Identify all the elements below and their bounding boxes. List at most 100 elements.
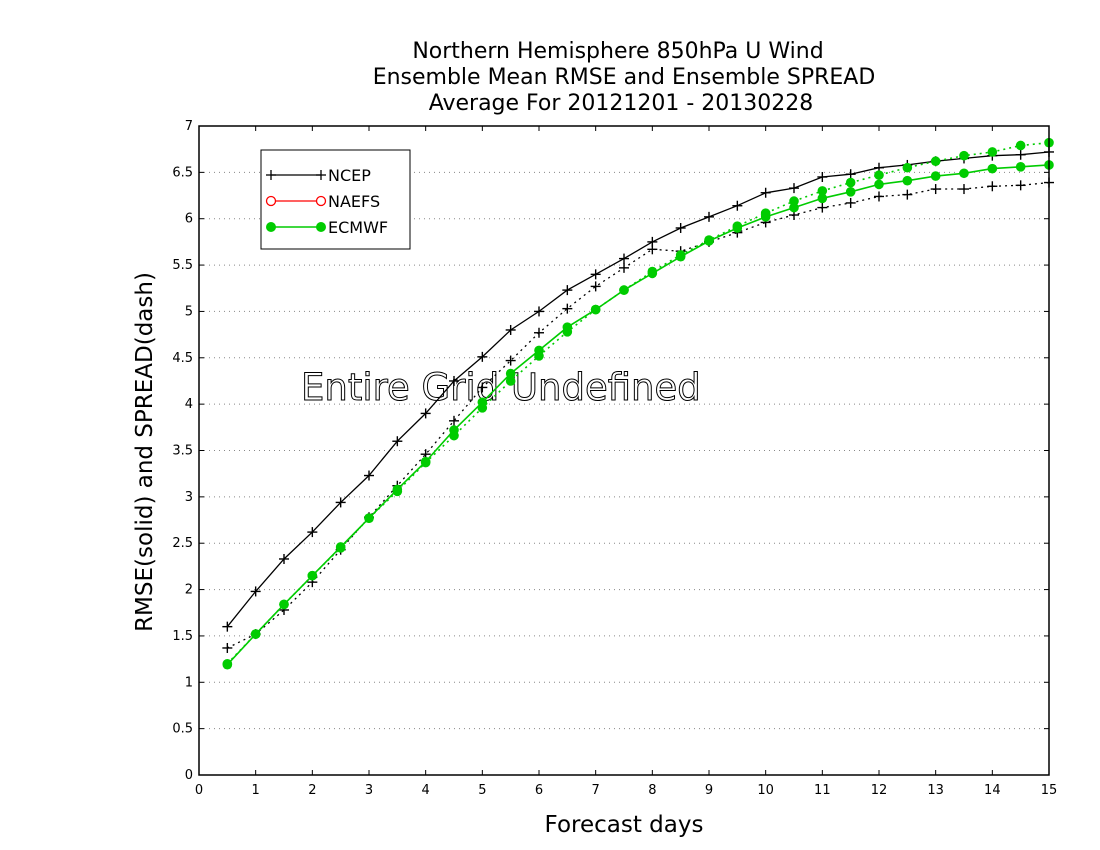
point-ecmwf-spread <box>874 170 884 180</box>
x-tick-label: 11 <box>814 783 831 798</box>
point-ncep-spread <box>959 184 969 195</box>
point-ecmwf-spread <box>902 162 913 173</box>
point-ecmwf-rmse <box>845 187 856 197</box>
chart-title-line-3: Average For 20121201 - 20130228 <box>429 91 814 116</box>
point-ecmwf-spread <box>675 250 686 260</box>
point-ncep-spread <box>902 189 913 200</box>
point-ecmwf-spread <box>704 235 714 245</box>
point-ecmwf-rmse <box>987 163 998 174</box>
x-tick-label: 2 <box>308 783 316 798</box>
legend-label-ncep: NCEP <box>328 166 371 185</box>
point-ecmwf-spread <box>307 570 318 581</box>
gridlines <box>199 171 1049 730</box>
legend-marker-ecmwf-icon <box>266 222 326 232</box>
legend-label-naefs: NAEFS <box>328 192 380 211</box>
y-tick-label: 2.5 <box>172 536 193 551</box>
point-ncep-spread <box>845 197 856 208</box>
point-ncep-rmse <box>845 169 856 180</box>
y-tick-label: 7 <box>185 119 193 134</box>
x-tick-label: 14 <box>984 783 1001 798</box>
point-ecmwf-spread <box>590 304 601 315</box>
point-ecmwf-spread <box>534 351 544 361</box>
x-tick-label: 8 <box>648 783 656 798</box>
chart-title-line-2: Ensemble Mean RMSE and Ensemble SPREAD <box>373 65 876 90</box>
y-tick-label: 5.5 <box>172 258 193 273</box>
x-tick-label: 4 <box>422 783 430 798</box>
point-ecmwf-rmse <box>930 171 941 181</box>
point-ecmwf-spread <box>987 147 998 157</box>
point-ncep-spread <box>817 202 828 213</box>
point-ncep-rmse <box>675 222 686 233</box>
point-ncep-rmse <box>732 200 743 211</box>
point-ncep-spread <box>449 415 459 426</box>
chart-title-line-1: Northern Hemisphere 850hPa U Wind <box>412 39 823 64</box>
point-ncep-spread <box>930 184 941 195</box>
x-tick-label: 7 <box>592 783 600 798</box>
axis-ticks: 00.511.522.533.544.555.566.570 1 2 3 4 5 6 7 8 9 1… <box>172 119 1057 798</box>
x-tick-label: 9 <box>705 783 713 798</box>
legend-label-ecmwf: ECMWF <box>328 218 388 237</box>
point-ecmwf-spread <box>279 599 289 610</box>
y-tick-label: 3.5 <box>172 444 193 459</box>
y-tick-label: 1 <box>185 675 193 690</box>
point-ncep-spread <box>505 355 516 366</box>
legend: NCEP NAEFS ECMWF <box>260 149 411 250</box>
point-ecmwf-spread <box>222 658 233 669</box>
x-tick-label: 0 <box>195 783 203 798</box>
point-ecmwf-spread <box>392 486 403 497</box>
point-ecmwf-spread <box>817 186 828 196</box>
point-ecmwf-spread <box>1015 140 1026 151</box>
point-ncep-spread <box>477 382 488 393</box>
y-axis-label: RMSE(solid) and SPREAD(dash) <box>132 272 158 632</box>
point-ncep-spread <box>1015 180 1026 191</box>
point-ncep-rmse <box>789 183 799 194</box>
point-ncep-rmse <box>449 375 459 386</box>
y-tick-label: 6 <box>185 212 193 227</box>
point-ncep-rmse <box>250 586 261 597</box>
point-ncep-rmse <box>364 470 374 481</box>
x-tick-label: 15 <box>1041 783 1058 798</box>
point-ncep-spread <box>534 327 544 338</box>
point-ncep-rmse <box>534 306 544 317</box>
y-tick-label: 3 <box>185 490 193 505</box>
point-ncep-rmse <box>420 408 431 419</box>
point-ncep-spread <box>987 181 998 192</box>
point-ncep-rmse <box>307 527 318 538</box>
point-ncep-rmse <box>704 211 714 222</box>
point-ecmwf-spread <box>505 376 516 386</box>
x-tick-label: 1 <box>252 783 260 798</box>
point-ncep-spread <box>562 303 573 314</box>
y-tick-label: 1.5 <box>172 629 193 644</box>
point-ncep-rmse <box>279 553 289 564</box>
point-ncep-rmse <box>392 436 403 447</box>
x-axis-label: Forecast days <box>545 812 704 838</box>
legend-marker-ncep-icon <box>266 170 326 180</box>
point-ncep-rmse <box>590 269 601 280</box>
point-ncep-spread <box>590 281 601 292</box>
point-ecmwf-spread <box>647 266 658 277</box>
point-ncep-spread <box>874 191 884 202</box>
point-ecmwf-spread <box>789 196 799 206</box>
point-ncep-rmse <box>1015 149 1026 160</box>
x-tick-label: 5 <box>478 783 486 798</box>
series-line-ncep-spread <box>227 181 1050 649</box>
point-ecmwf-rmse <box>1015 161 1026 172</box>
point-ncep-rmse <box>477 351 488 362</box>
point-ncep-rmse <box>817 171 828 182</box>
legend-box <box>260 149 411 250</box>
legend-marker-naefs-icon <box>265 195 327 207</box>
y-tick-label: 4 <box>185 397 193 412</box>
x-tick-label: 12 <box>871 783 888 798</box>
y-tick-label: 4.5 <box>172 351 193 366</box>
point-ncep-rmse <box>562 285 573 296</box>
point-ncep-rmse <box>760 187 771 198</box>
point-ecmwf-rmse <box>505 368 516 379</box>
point-ecmwf-spread <box>477 403 488 413</box>
point-ecmwf-rmse <box>874 179 884 190</box>
point-ncep-spread <box>619 262 629 273</box>
y-tick-label: 0.5 <box>172 722 193 737</box>
point-ncep-spread <box>647 244 658 255</box>
point-ncep-rmse <box>619 253 629 264</box>
point-ecmwf-spread <box>250 629 261 639</box>
